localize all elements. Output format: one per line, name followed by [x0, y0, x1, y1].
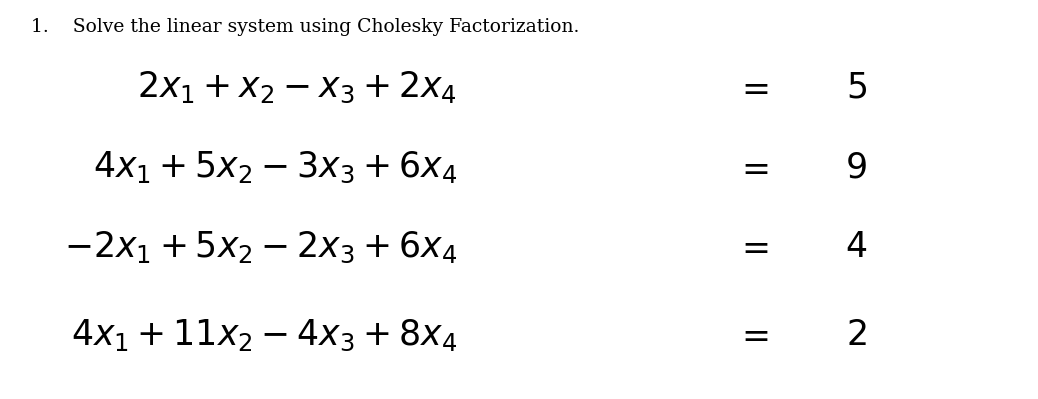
Text: $=$: $=$: [736, 318, 769, 352]
Text: $9$: $9$: [846, 150, 867, 185]
Text: $5$: $5$: [846, 71, 867, 105]
Text: $4x_1 + 5x_2 - 3x_3 + 6x_4$: $4x_1 + 5x_2 - 3x_3 + 6x_4$: [92, 150, 457, 185]
Text: $-2x_1 + 5x_2 - 2x_3 + 6x_4$: $-2x_1 + 5x_2 - 2x_3 + 6x_4$: [63, 230, 457, 265]
Text: 1.    Solve the linear system using Cholesky Factorization.: 1. Solve the linear system using Cholesk…: [31, 18, 579, 36]
Text: $2x_1 + x_2 - x_3 + 2x_4$: $2x_1 + x_2 - x_3 + 2x_4$: [137, 70, 457, 105]
Text: $2$: $2$: [846, 318, 867, 352]
Text: $4x_1 + 11x_2 - 4x_3 + 8x_4$: $4x_1 + 11x_2 - 4x_3 + 8x_4$: [71, 318, 457, 353]
Text: $=$: $=$: [736, 230, 769, 265]
Text: $=$: $=$: [736, 150, 769, 185]
Text: $4$: $4$: [845, 230, 868, 265]
Text: $=$: $=$: [736, 71, 769, 105]
